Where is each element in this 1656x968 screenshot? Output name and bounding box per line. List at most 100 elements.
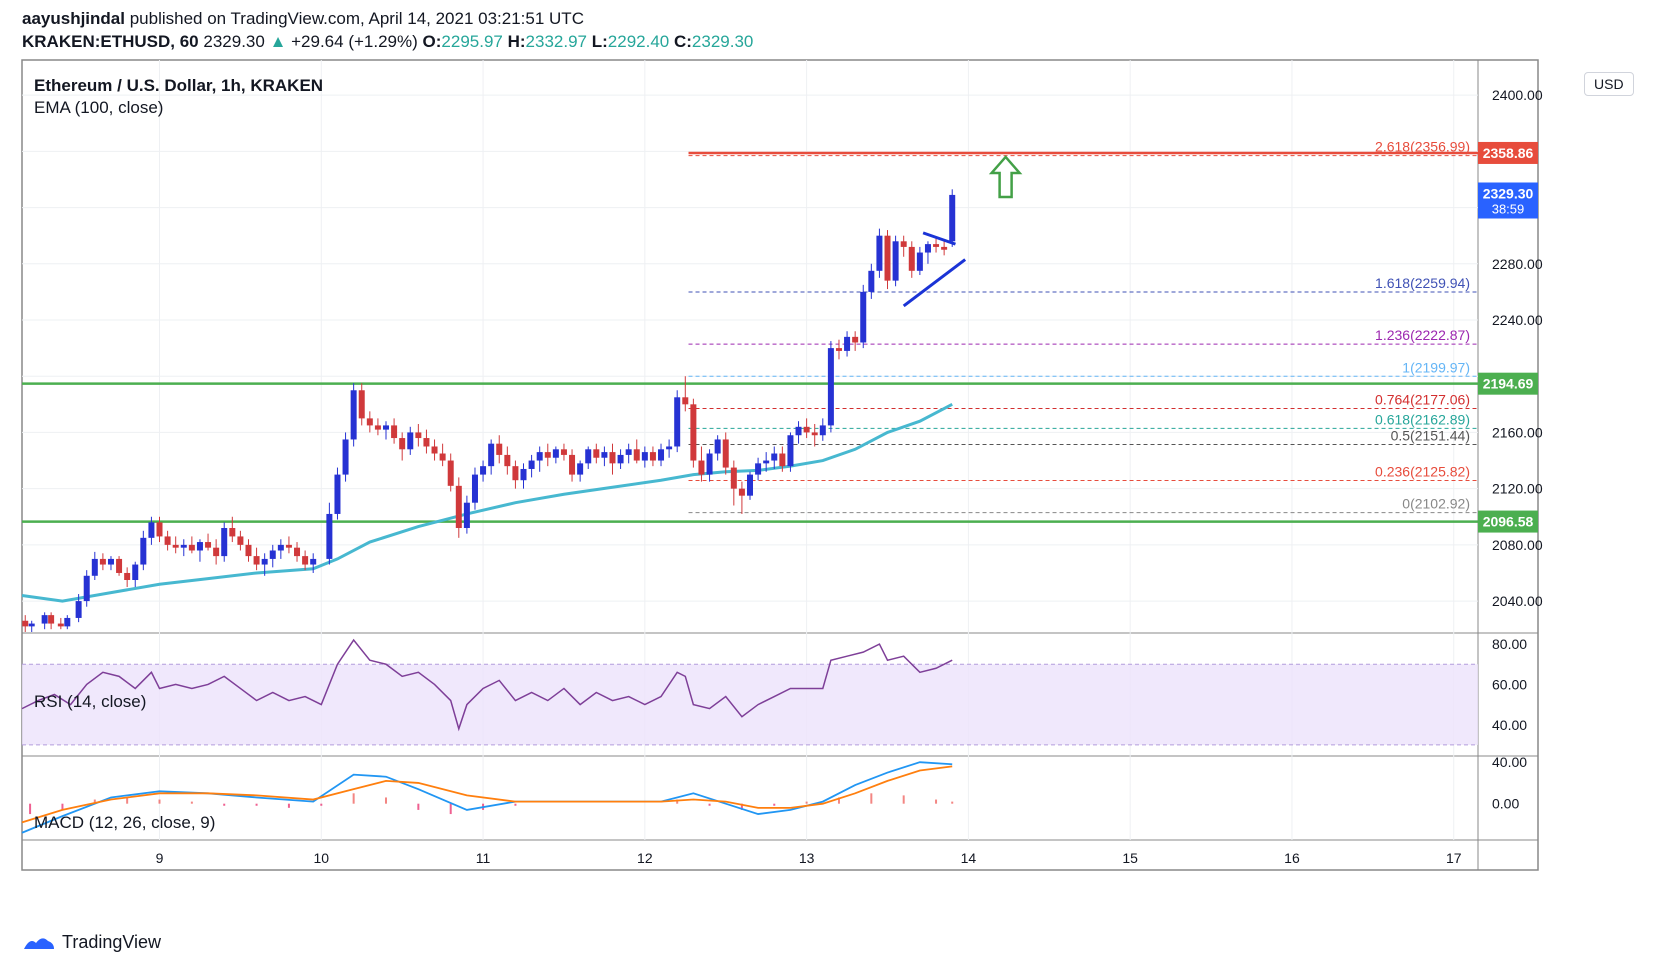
- tradingview-brand[interactable]: TradingView: [62, 932, 162, 952]
- candle-body: [172, 544, 179, 548]
- price-badge: [1478, 182, 1538, 219]
- candle-body: [730, 467, 737, 489]
- rsi-legend[interactable]: RSI (14, close): [34, 692, 147, 711]
- candle-body: [949, 194, 956, 242]
- candle-body: [64, 617, 71, 627]
- candle-body: [471, 474, 478, 503]
- candle-body: [156, 522, 163, 537]
- candle-body: [391, 425, 398, 439]
- fib-level-label: 1.236(2222.87): [1375, 327, 1470, 343]
- publisher-name[interactable]: aayushjindal: [22, 9, 125, 28]
- candle-body: [536, 452, 543, 461]
- time-tick-label: 14: [961, 850, 977, 866]
- rsi-tick-label: 40.00: [1492, 717, 1527, 733]
- candle-body: [690, 404, 697, 461]
- rsi-line: [21, 638, 953, 732]
- time-tick-label: 15: [1122, 850, 1138, 866]
- candle-body: [423, 438, 430, 447]
- candle-body: [480, 466, 487, 475]
- candle-body: [698, 460, 705, 475]
- fib-level-label: 0(2102.92): [1402, 496, 1470, 512]
- candle-body: [593, 449, 600, 458]
- candle-body: [439, 453, 446, 461]
- time-tick-label: 16: [1284, 850, 1300, 866]
- candle-body: [577, 463, 584, 475]
- candle-body: [512, 466, 519, 481]
- candle-body: [91, 558, 98, 576]
- triangle-upper-line: [922, 231, 956, 246]
- candle-body: [569, 454, 576, 475]
- rsi-tick-label: 60.00: [1492, 676, 1527, 692]
- price-badge: [1478, 510, 1538, 533]
- candle-body: [625, 449, 632, 455]
- candle-body: [180, 544, 187, 548]
- publish-line: aayushjindal published on TradingView.co…: [22, 8, 753, 30]
- last-price: 2329.30: [203, 32, 265, 51]
- candle-body: [310, 558, 317, 565]
- price-tick-label: 2120.00: [1492, 481, 1543, 497]
- price-tick-label: 2080.00: [1492, 537, 1543, 553]
- candle-body: [496, 443, 503, 455]
- candle-body: [900, 241, 907, 247]
- fib-level-label: 0.236(2125.82): [1375, 463, 1470, 479]
- ema-legend[interactable]: EMA (100, close): [34, 98, 164, 117]
- candle-body: [601, 452, 608, 458]
- price-tick-label: 2040.00: [1492, 593, 1543, 609]
- low-value: 2292.40: [607, 32, 670, 51]
- candle-body: [722, 439, 729, 468]
- price-badge-label: 2329.30: [1483, 185, 1534, 201]
- candle-body: [585, 449, 592, 464]
- candle-body: [933, 244, 940, 247]
- ohlc-line: KRAKEN:ETHUSD, 60 2329.30 ▲ +29.64 (+1.2…: [22, 31, 753, 53]
- signal-line: [21, 765, 953, 824]
- macd-legend[interactable]: MACD (12, 26, close, 9): [34, 813, 216, 832]
- candle-body: [827, 348, 834, 426]
- candle-body: [666, 446, 673, 450]
- currency-button[interactable]: USD: [1584, 72, 1634, 96]
- candle-body: [504, 454, 511, 467]
- candle-body: [787, 435, 794, 467]
- macd-tick-label: 40.00: [1492, 754, 1527, 770]
- candle-body: [75, 601, 82, 618]
- candle-body: [795, 426, 802, 436]
- candle-body: [463, 502, 470, 528]
- candle-body: [674, 397, 681, 447]
- price-badge-label: 2358.86: [1483, 145, 1534, 161]
- candle-body: [366, 418, 373, 426]
- candle-body: [844, 336, 851, 351]
- candle-body: [261, 558, 268, 565]
- price-badge: [1478, 372, 1538, 395]
- candle-body: [132, 564, 139, 580]
- candle-body: [455, 485, 462, 528]
- candle-body: [528, 460, 535, 469]
- candle-body: [196, 542, 203, 551]
- candle-body: [552, 449, 559, 458]
- price-tick-label: 2280.00: [1492, 256, 1543, 272]
- price-badge: [1478, 141, 1538, 164]
- ema-line: [21, 402, 953, 603]
- time-tick-label: 13: [799, 850, 815, 866]
- candle-body: [941, 246, 948, 250]
- candle-body: [916, 252, 923, 271]
- candle-body: [205, 542, 212, 548]
- candle-body: [447, 460, 454, 486]
- candle-body: [682, 397, 689, 405]
- chart-frame: [21, 59, 1539, 871]
- time-tick-label: 17: [1446, 850, 1462, 866]
- candle-body: [28, 623, 35, 627]
- candle-body: [803, 426, 810, 433]
- candle-body: [860, 291, 867, 343]
- candle-body: [852, 336, 859, 343]
- candle-body: [407, 432, 414, 450]
- fib-level-label: 2.618(2356.99): [1375, 139, 1470, 155]
- candle-body: [706, 453, 713, 475]
- fib-level-label: 0.764(2177.06): [1375, 391, 1470, 407]
- candle-body: [302, 556, 309, 565]
- candle-body: [617, 454, 624, 464]
- macd-tick-label: 0.00: [1492, 796, 1519, 812]
- candle-body: [221, 528, 228, 557]
- close-label: C:: [673, 32, 692, 51]
- candle-body: [57, 623, 64, 627]
- price-tick-label: 2160.00: [1492, 424, 1543, 440]
